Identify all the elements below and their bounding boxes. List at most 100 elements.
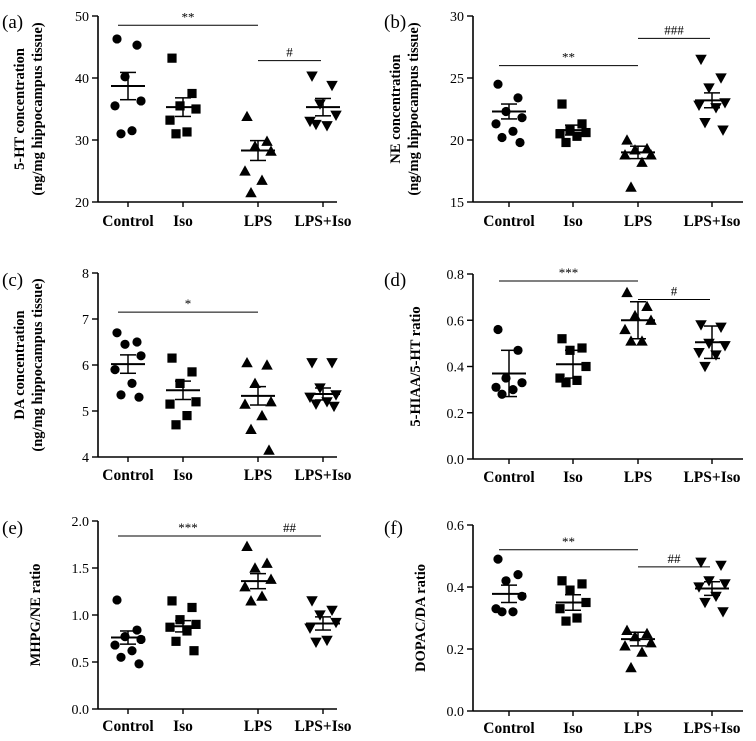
data-point	[265, 573, 277, 584]
data-point	[577, 579, 587, 589]
x-tick-label: Control	[483, 213, 535, 230]
data-point	[175, 378, 185, 388]
x-tick-label: Iso	[563, 213, 583, 230]
data-point	[241, 110, 253, 122]
data-point	[120, 339, 130, 349]
panel-5: (e) 0.0 0.5 1.0 1.5 2.0 Control Iso LPS LPS+Iso MH…	[2, 515, 352, 735]
y-axis-label: 5-HT concentration (ng/mg hippocampus tis…	[12, 22, 46, 195]
data-point	[493, 324, 503, 335]
data-point	[112, 34, 122, 44]
data-point	[136, 96, 146, 106]
data-point	[182, 626, 192, 636]
data-point	[256, 590, 268, 601]
y-tick-label: 50	[75, 10, 89, 25]
x-tick-label: LPS+Iso	[683, 720, 740, 737]
significance-label: **	[562, 534, 575, 549]
panel-letter: (a)	[2, 12, 23, 33]
data-point	[715, 73, 727, 84]
data-point	[625, 335, 637, 346]
data-point	[561, 378, 571, 388]
x-tick-label: LPS+Iso	[294, 213, 351, 230]
data-point	[493, 79, 503, 89]
significance-label: #	[286, 45, 293, 60]
significance-label: ###	[664, 22, 684, 37]
significance-label: **	[182, 9, 195, 24]
data-point	[326, 358, 338, 369]
y-tick-label: 0.2	[447, 643, 465, 658]
data-point	[239, 398, 251, 409]
data-point	[110, 365, 120, 375]
data-point	[304, 623, 316, 634]
data-point	[717, 607, 729, 618]
data-point	[513, 93, 523, 103]
y-axis-label: NE concentration (ng/mg hippocampus tissu…	[388, 22, 422, 195]
data-point	[132, 40, 142, 50]
y-axis-label-line: DA concentration	[12, 310, 28, 419]
data-point	[555, 604, 565, 614]
data-point	[171, 129, 181, 139]
x-tick-label: LPS+Iso	[683, 469, 740, 486]
data-point	[619, 640, 631, 651]
x-tick-label: Control	[102, 718, 154, 735]
data-point	[127, 126, 137, 136]
data-point	[187, 88, 197, 99]
y-axis-label-line: 5-HT concentration	[12, 48, 28, 170]
x-tick-label: LPS+Iso	[683, 213, 740, 230]
data-point	[513, 345, 523, 355]
data-point	[717, 125, 729, 136]
data-point	[116, 652, 126, 662]
data-point	[695, 320, 707, 331]
panel-letter: (e)	[2, 518, 23, 539]
x-tick-label: Control	[483, 469, 535, 486]
data-point	[515, 137, 525, 148]
y-axis-label: MHPG/NE ratio	[28, 564, 44, 667]
data-point	[314, 99, 326, 110]
data-point	[245, 423, 257, 434]
data-point	[239, 581, 251, 592]
x-tick-label: Control	[102, 213, 154, 230]
data-point	[641, 627, 653, 639]
x-tick-label: LPS	[624, 469, 652, 486]
x-tick-label: Iso	[173, 467, 193, 484]
significance-label: ##	[668, 551, 682, 566]
data-point	[561, 616, 571, 626]
data-point	[326, 80, 338, 92]
data-point	[703, 83, 715, 94]
data-point	[261, 359, 273, 370]
data-point	[261, 557, 273, 568]
data-point	[517, 378, 527, 388]
data-point	[710, 350, 722, 361]
y-tick-label: 2.0	[72, 515, 90, 530]
y-tick-label: 40	[75, 72, 89, 87]
significance-label: **	[562, 50, 575, 65]
y-tick-label: 0.6	[447, 314, 465, 329]
data-point	[621, 286, 633, 298]
y-tick-label: 0.8	[447, 268, 465, 283]
panel-6: (f) 0.0 0.2 0.4 0.6 Control Iso LPS LPS+Iso DOPAC…	[384, 518, 743, 737]
y-axis-label-line: DOPAC/DA ratio	[413, 564, 429, 672]
data-point	[306, 596, 318, 607]
data-point	[581, 361, 591, 372]
data-point	[572, 375, 582, 385]
data-point	[693, 348, 705, 359]
data-point	[625, 181, 637, 192]
y-tick-label: 7	[82, 313, 89, 328]
x-tick-label: Control	[102, 467, 154, 484]
y-tick-label: 8	[82, 267, 89, 282]
data-point	[581, 127, 591, 138]
y-tick-label: 20	[75, 196, 89, 211]
y-tick-label: 0.2	[447, 407, 465, 422]
data-point	[699, 597, 711, 609]
data-point	[577, 119, 587, 129]
data-point	[497, 389, 507, 399]
y-tick-label: 0.4	[447, 581, 465, 596]
y-axis-label: DA concentration (ng/mg hippocampus tissu…	[12, 278, 46, 451]
y-axis-label: DOPAC/DA ratio	[413, 564, 429, 672]
data-point	[497, 607, 507, 617]
y-tick-label: 0.6	[447, 519, 465, 534]
y-tick-label: 0.0	[447, 705, 465, 720]
data-point	[561, 137, 571, 148]
data-point	[557, 99, 567, 109]
data-point	[249, 562, 261, 573]
